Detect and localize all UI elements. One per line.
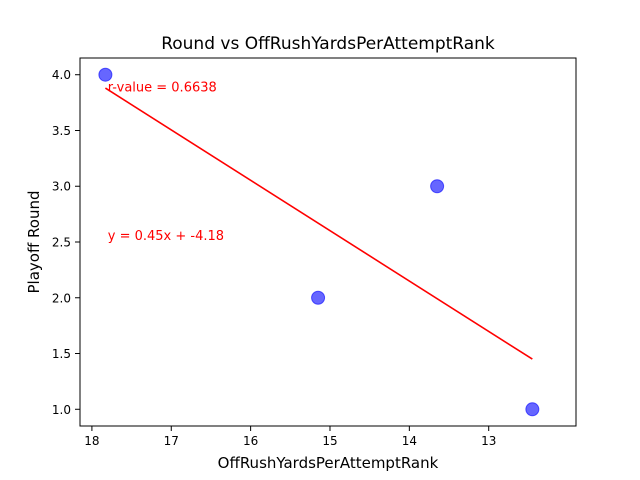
- y-axis-label: Playoff Round: [25, 190, 43, 293]
- y-tick-label: 1.5: [52, 347, 71, 361]
- y-tick-label: 3.5: [52, 124, 71, 138]
- regression-line: [104, 87, 533, 360]
- y-tick-label: 1.0: [52, 403, 71, 417]
- y-axis-ticks: 1.0 1.5 2.0 2.5 3.0 3.5 4.0: [52, 68, 80, 417]
- x-axis-ticks: 18 17 16 15 14 13: [84, 426, 496, 448]
- x-tick-label: 17: [164, 434, 179, 448]
- fit-layer: [104, 87, 533, 360]
- y-tick-label: 3.0: [52, 180, 71, 194]
- annotation-text: y = 0.45x + -4.18: [108, 229, 224, 244]
- x-tick-label: 18: [84, 434, 99, 448]
- x-tick-label: 15: [322, 434, 337, 448]
- data-point: [311, 290, 326, 305]
- y-tick-label: 2.5: [52, 236, 71, 250]
- y-tick-label: 2.0: [52, 291, 71, 305]
- x-tick-label: 13: [481, 434, 496, 448]
- chart-title: Round vs OffRushYardsPerAttemptRank: [161, 34, 495, 54]
- annotation-text: r-value = 0.6638: [108, 80, 217, 95]
- x-axis-label: OffRushYardsPerAttemptRank: [218, 454, 439, 472]
- points-layer: [98, 67, 540, 417]
- data-point: [525, 402, 540, 417]
- data-point: [430, 179, 445, 194]
- x-tick-label: 16: [243, 434, 258, 448]
- y-tick-label: 4.0: [52, 68, 71, 82]
- x-tick-label: 14: [402, 434, 417, 448]
- data-point: [98, 67, 113, 82]
- annotation-layer: r-value = 0.6638 y = 0.45x + -4.18: [108, 80, 224, 243]
